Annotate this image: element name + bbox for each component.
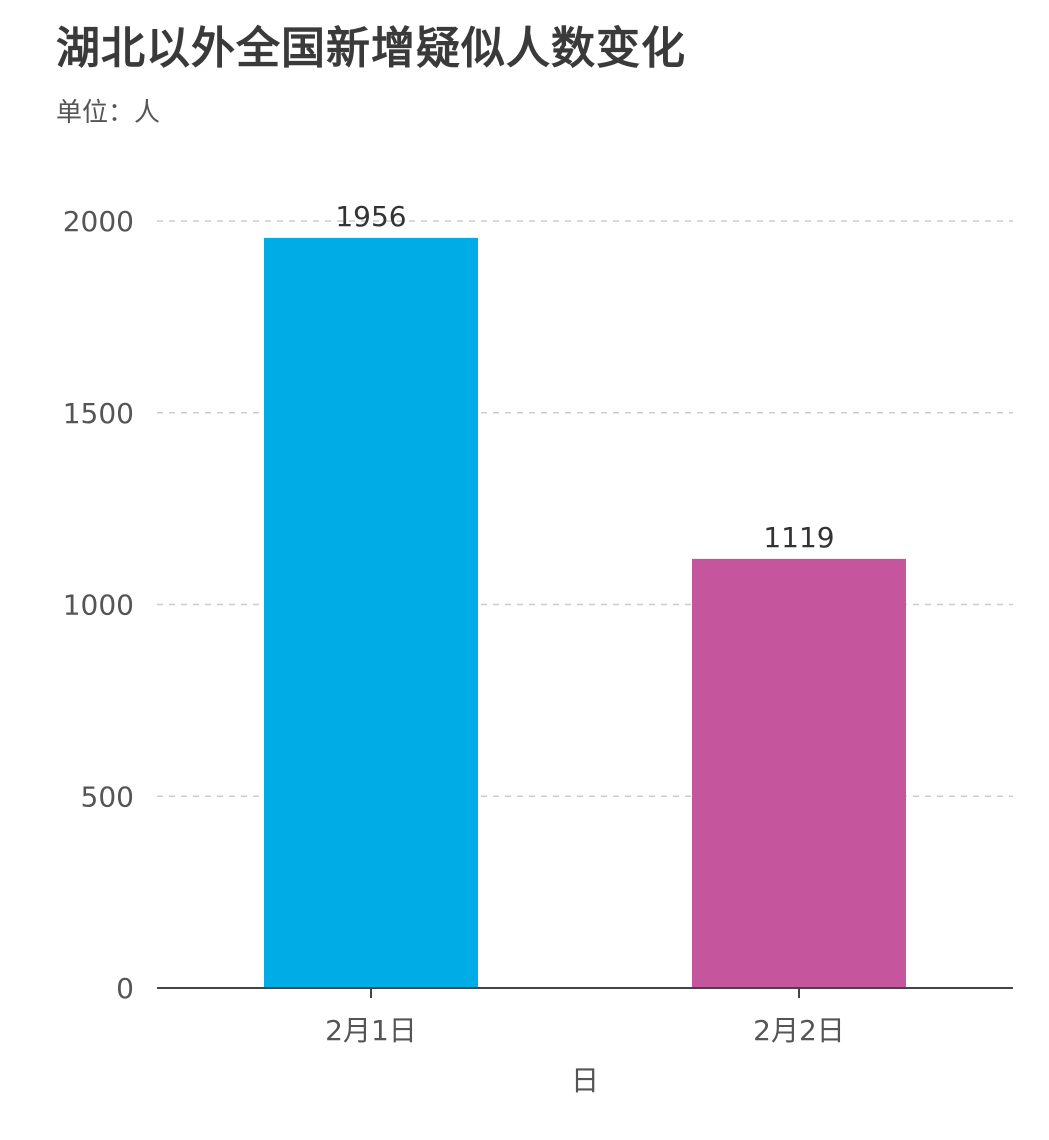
x-axis-ticks: 2月1日 2月2日	[325, 988, 845, 1047]
y-axis-ticks: 0 500 1000 1500 2000	[63, 205, 134, 1005]
data-label: 1956	[335, 200, 406, 233]
y-tick-label: 1500	[63, 397, 134, 430]
x-axis-title: 日	[571, 1064, 599, 1097]
y-tick-label: 0	[116, 972, 134, 1005]
x-tick-label: 2月2日	[753, 1014, 845, 1047]
y-tick-label: 2000	[63, 205, 134, 238]
data-label: 1119	[763, 521, 834, 554]
data-labels: 1956 1119	[335, 200, 834, 554]
x-tick-label: 2月1日	[325, 1014, 417, 1047]
bars	[264, 237, 906, 988]
y-tick-label: 500	[81, 780, 134, 813]
chart-subtitle: 单位：人	[56, 98, 161, 128]
bar	[264, 237, 478, 988]
bar	[692, 558, 906, 988]
y-tick-label: 1000	[63, 589, 134, 622]
chart-title: 湖北以外全国新增疑似人数变化	[56, 23, 686, 74]
